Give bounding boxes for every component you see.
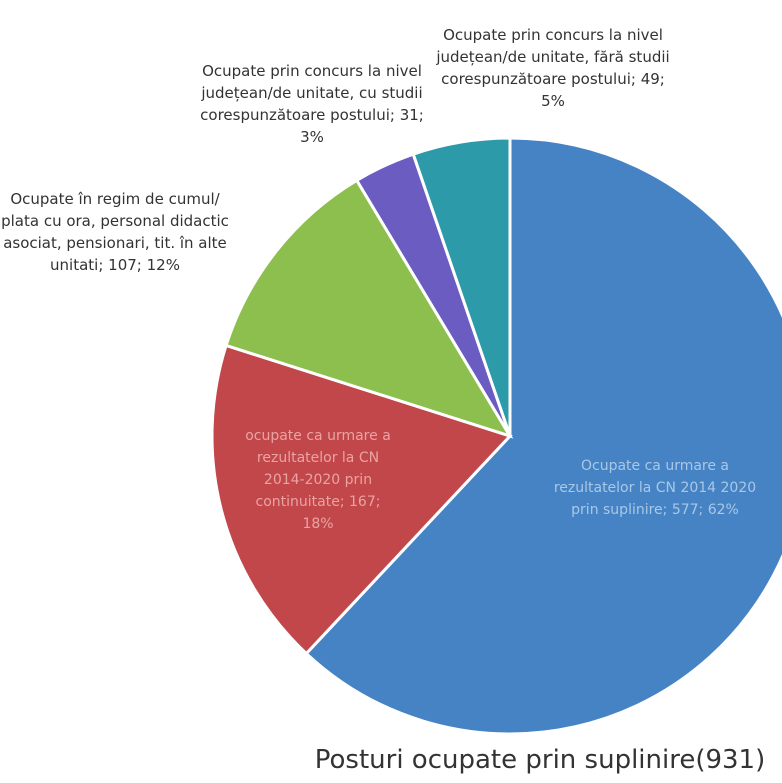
data-label: Ocupate în regim de cumul/ plata cu ora,… <box>1 190 229 274</box>
data-label: Ocupate prin concurs la nivel județean/d… <box>436 26 670 110</box>
data-label: ocupate ca urmare a rezultatelor la CN 2… <box>245 428 391 532</box>
pie-slice <box>224 178 514 439</box>
pie-slice <box>304 136 782 736</box>
data-label: Ocupate prin concurs la nivel județean/d… <box>200 62 424 146</box>
pie-slice <box>210 343 513 656</box>
chart-title: Posturi ocupate prin suplinire(931) <box>314 745 766 775</box>
data-label: Ocupate ca urmare a rezultatelor la CN 2… <box>553 458 757 518</box>
pie-slice <box>411 136 512 437</box>
